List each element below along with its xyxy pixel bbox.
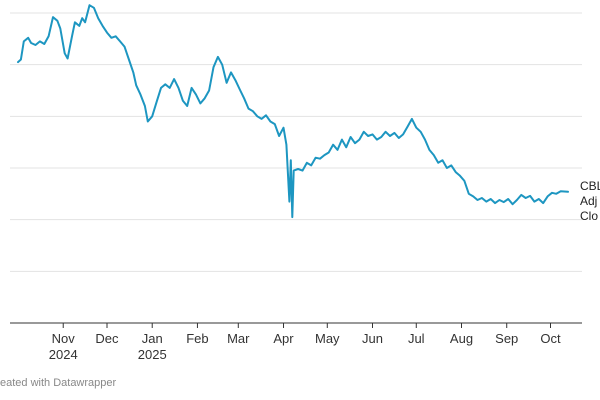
x-tick-label: May [315, 331, 340, 346]
x-tick-label: Sep [495, 331, 518, 346]
x-tick-label: Apr [273, 331, 294, 346]
x-tick-label: Oct [540, 331, 561, 346]
series-line [17, 4, 569, 219]
x-tick-label: Jun [362, 331, 383, 346]
x-tick-label: Mar [227, 331, 250, 346]
series-label: CBL [580, 179, 600, 193]
x-tick-year-label: 2024 [49, 347, 78, 362]
chart-credit: eated with Datawrapper [0, 377, 117, 389]
series-label: Adj [580, 194, 597, 208]
series-label: Clo [580, 209, 598, 223]
x-tick-label: Jan [142, 331, 163, 346]
x-tick-label: Jul [408, 331, 425, 346]
x-tick-label: Aug [450, 331, 473, 346]
x-tick-label: Feb [186, 331, 208, 346]
x-tick-label: Nov [52, 331, 76, 346]
x-tick-label: Dec [95, 331, 119, 346]
series-layer: CBLAdjClo [17, 4, 600, 223]
x-tick-year-label: 2025 [138, 347, 167, 362]
gridlines [10, 12, 582, 324]
